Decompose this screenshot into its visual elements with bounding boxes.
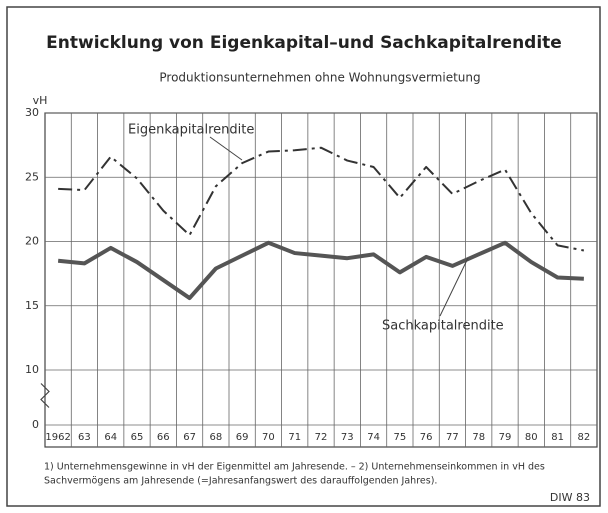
x-tick-label: 65	[131, 432, 144, 443]
x-tick-label: 75	[393, 432, 406, 443]
x-tick-label: 72	[315, 432, 328, 443]
x-tick-label: 63	[78, 432, 91, 443]
x-tick-label: 70	[262, 432, 275, 443]
series-label: Eigenkapitalrendite	[128, 123, 254, 138]
x-tick-label: 74	[367, 432, 380, 443]
x-tick-label: 81	[551, 432, 564, 443]
x-tick-label: 80	[525, 432, 538, 443]
series-label: Sachkapitalrendite	[382, 319, 504, 334]
x-tick-label: 1962	[45, 432, 70, 443]
series-line	[58, 146, 585, 252]
outer-frame	[6, 6, 601, 507]
x-tick-label: 64	[104, 432, 117, 443]
leader-line	[209, 136, 243, 161]
x-tick-label: 78	[472, 432, 485, 443]
x-tick-label: 73	[341, 432, 354, 443]
chart-title: Entwicklung von Eigenkapital–und Sachkap…	[46, 33, 562, 53]
x-tick-label: 71	[288, 432, 301, 443]
leader-line	[439, 257, 469, 317]
x-tick-label: 82	[577, 432, 590, 443]
y-tick-label: 30	[25, 106, 39, 119]
series-line	[57, 240, 584, 301]
x-tick-label: 69	[236, 432, 249, 443]
y-axis-label: vH	[33, 94, 48, 107]
x-tick-label: 79	[499, 432, 512, 443]
footnote: Sachvermögens am Jahresende (=Jahresanfa…	[44, 476, 437, 487]
x-tick-label: 66	[157, 432, 170, 443]
source: DIW 83	[550, 491, 590, 504]
y-tick-label: 0	[32, 418, 39, 431]
axis-break	[40, 383, 50, 408]
x-tick-label: 67	[183, 432, 196, 443]
chart-subtitle: Produktionsunternehmen ohne Wohnungsverm…	[159, 71, 480, 85]
plot-frame	[44, 112, 598, 448]
y-tick-label: 20	[25, 235, 39, 248]
y-tick-label: 25	[25, 170, 39, 183]
y-tick-label: 15	[25, 299, 39, 312]
x-tick-label: 76	[420, 432, 433, 443]
x-tick-label: 77	[446, 432, 459, 443]
footnote: 1) Unternehmensgewinne in vH der Eigenmi…	[44, 462, 545, 473]
y-tick-label: 10	[25, 363, 39, 376]
x-tick-label: 68	[209, 432, 222, 443]
